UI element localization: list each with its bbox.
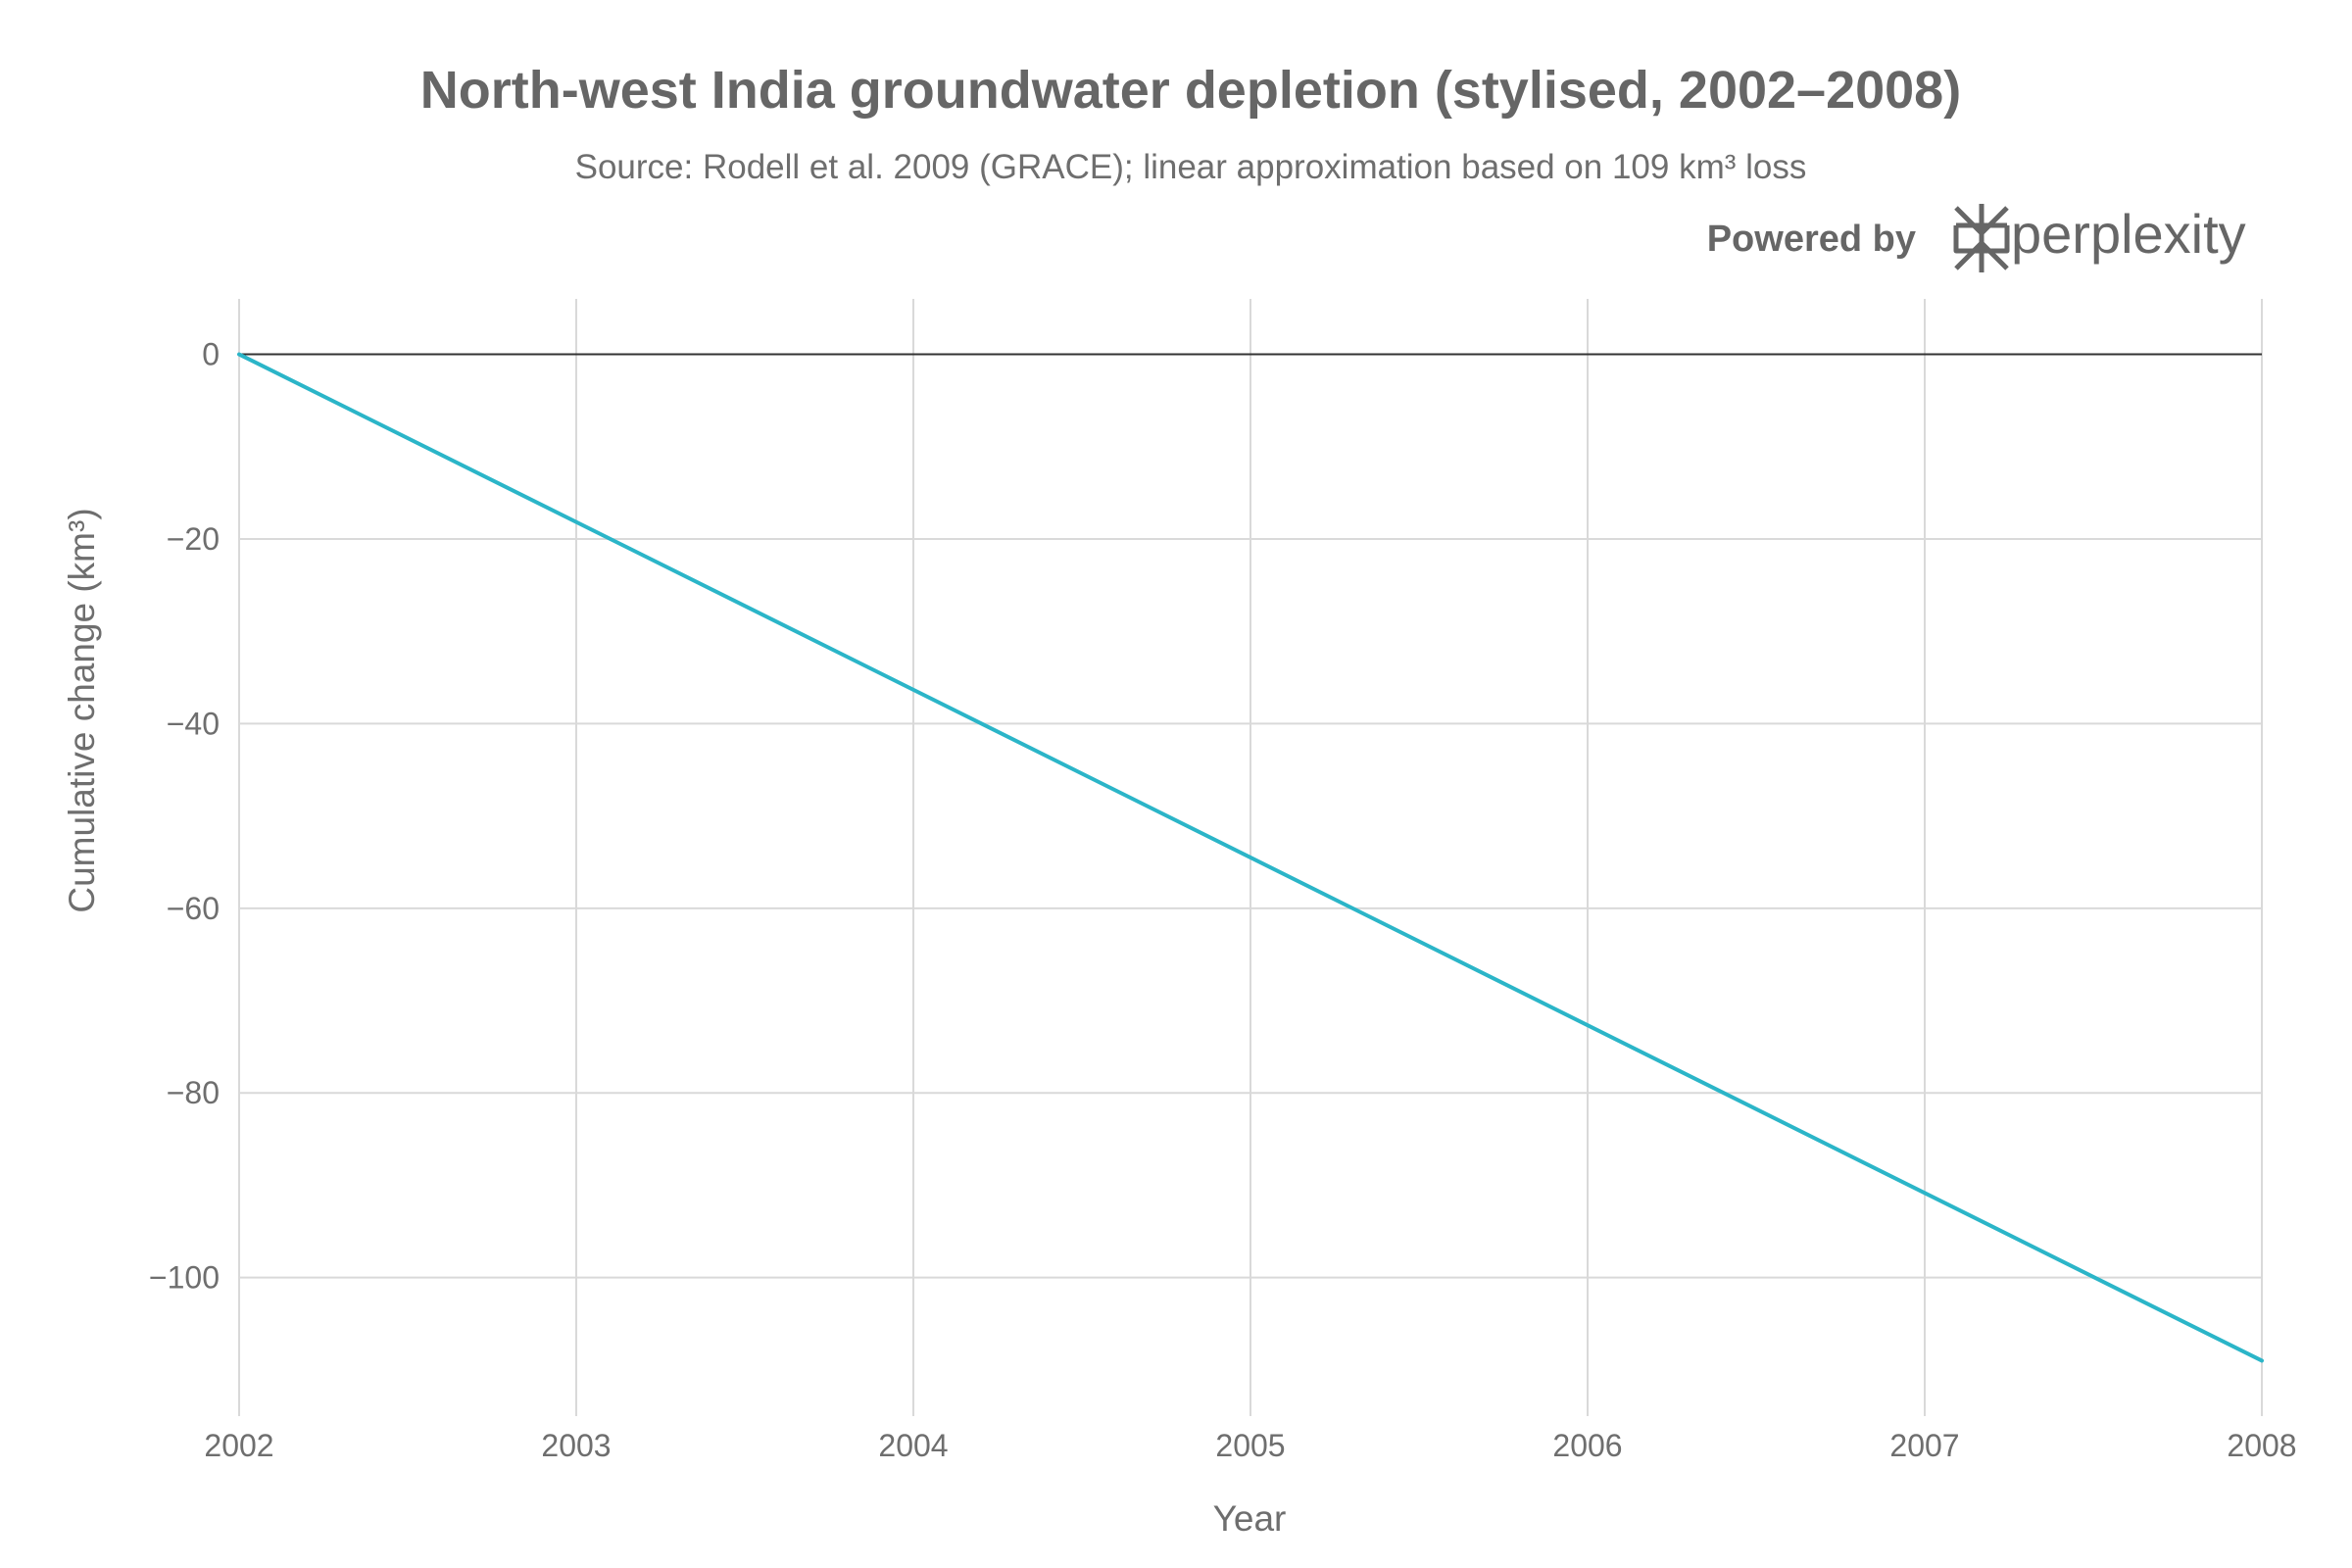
powered-by-label: Powered by <box>1707 219 1916 260</box>
x-tick-label: 2007 <box>1889 1428 1959 1463</box>
chart-title: North-west India groundwater depletion (… <box>420 61 1961 120</box>
y-axis-title: Cumulative change (km³) <box>62 508 102 912</box>
y-tick-label: 0 <box>202 337 220 372</box>
x-tick-label: 2005 <box>1215 1428 1285 1463</box>
chart-subtitle: Source: Rodell et al. 2009 (GRACE); line… <box>575 148 1807 186</box>
x-tick-label: 2003 <box>541 1428 611 1463</box>
y-tick-label: −100 <box>149 1260 220 1296</box>
series-layer <box>237 352 2264 1363</box>
perplexity-logo-icon <box>1953 204 2010 272</box>
branding: Powered by perplexity <box>1707 203 2246 272</box>
x-tick-label: 2004 <box>878 1428 948 1463</box>
y-tick-label: −40 <box>167 706 220 741</box>
x-tick-label: 2006 <box>1552 1428 1622 1463</box>
y-tick-label: −80 <box>167 1075 220 1110</box>
x-tick-label: 2002 <box>204 1428 273 1463</box>
x-tick-label: 2008 <box>2227 1428 2296 1463</box>
y-tick-label: −20 <box>167 521 220 557</box>
y-tick-label: −60 <box>167 891 220 926</box>
x-axis-title: Year <box>1213 1498 1287 1539</box>
y-tick-labels: 0 −20 −40 −60 −80 −100 <box>149 337 220 1296</box>
series-line-0 <box>237 352 2264 1363</box>
brand-name: perplexity <box>2011 203 2246 265</box>
x-tick-labels: 2002 2003 2004 2005 2006 2007 2008 <box>204 1428 2296 1463</box>
